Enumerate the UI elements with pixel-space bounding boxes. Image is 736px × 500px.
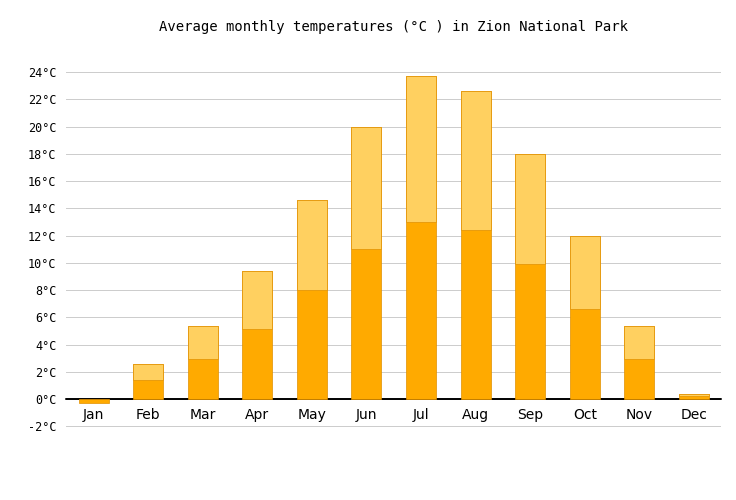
Bar <box>352 126 381 399</box>
Bar <box>624 326 654 399</box>
Bar <box>515 154 545 399</box>
Bar <box>624 326 654 358</box>
Bar <box>297 200 327 290</box>
Bar <box>679 394 709 396</box>
Bar <box>406 76 436 399</box>
Bar <box>570 236 600 399</box>
Bar <box>297 200 327 399</box>
Bar <box>570 236 600 309</box>
Bar <box>133 364 163 399</box>
Bar <box>79 399 108 403</box>
Bar <box>188 326 218 358</box>
Bar <box>515 154 545 264</box>
Bar <box>679 394 709 399</box>
Bar <box>461 92 491 399</box>
Bar <box>242 271 272 399</box>
Bar <box>188 326 218 399</box>
Bar <box>352 126 381 250</box>
Bar <box>406 76 436 222</box>
Title: Average monthly temperatures (°C ) in Zion National Park: Average monthly temperatures (°C ) in Zi… <box>159 20 629 34</box>
Bar <box>242 271 272 328</box>
Bar <box>133 364 163 380</box>
Bar <box>461 92 491 230</box>
